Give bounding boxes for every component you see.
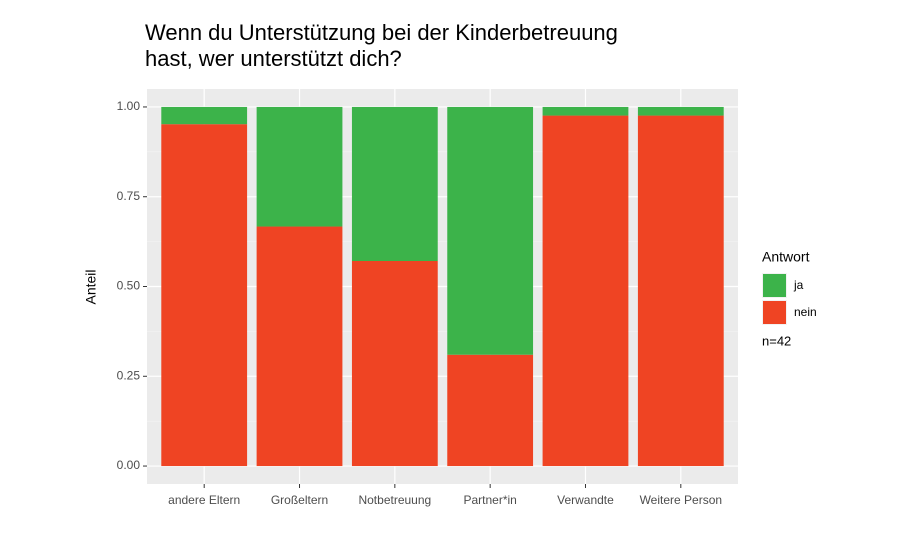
legend-label: ja <box>793 278 804 292</box>
x-tick-label: andere Eltern <box>168 493 240 507</box>
legend-label: nein <box>794 305 817 319</box>
y-tick-label: 0.25 <box>117 368 141 382</box>
y-tick-label: 0.00 <box>117 458 141 472</box>
bar-segment <box>542 106 629 116</box>
legend-title: Antwort <box>762 249 810 265</box>
bar-segment <box>161 124 248 467</box>
note: n=42 <box>762 333 791 348</box>
bar-segment <box>351 261 438 467</box>
x-tick-label: Notbetreuung <box>358 493 431 507</box>
legend-key <box>763 274 786 297</box>
bar-segment <box>256 106 343 227</box>
bar-segment <box>161 106 248 125</box>
y-tick-label: 1.00 <box>117 99 141 113</box>
bar-segment <box>351 106 438 262</box>
bar-segment <box>542 115 629 467</box>
bar-segment <box>447 354 534 467</box>
bar-segment <box>637 106 724 116</box>
bar-segment <box>447 106 534 355</box>
chart-title: hast, wer unterstützt dich? <box>145 46 402 71</box>
y-tick-label: 0.75 <box>117 189 141 203</box>
bar-segment <box>256 226 343 467</box>
x-tick-label: Verwandte <box>557 493 614 507</box>
bar-segment <box>637 115 724 467</box>
x-tick-label: Partner*in <box>463 493 516 507</box>
x-tick-label: Großeltern <box>271 493 328 507</box>
y-axis-label: Anteil <box>83 269 99 304</box>
x-tick-label: Weitere Person <box>640 493 722 507</box>
legend-key <box>763 301 786 324</box>
y-tick-label: 0.50 <box>117 279 141 293</box>
chart-title: Wenn du Unterstützung bei der Kinderbetr… <box>145 20 618 45</box>
